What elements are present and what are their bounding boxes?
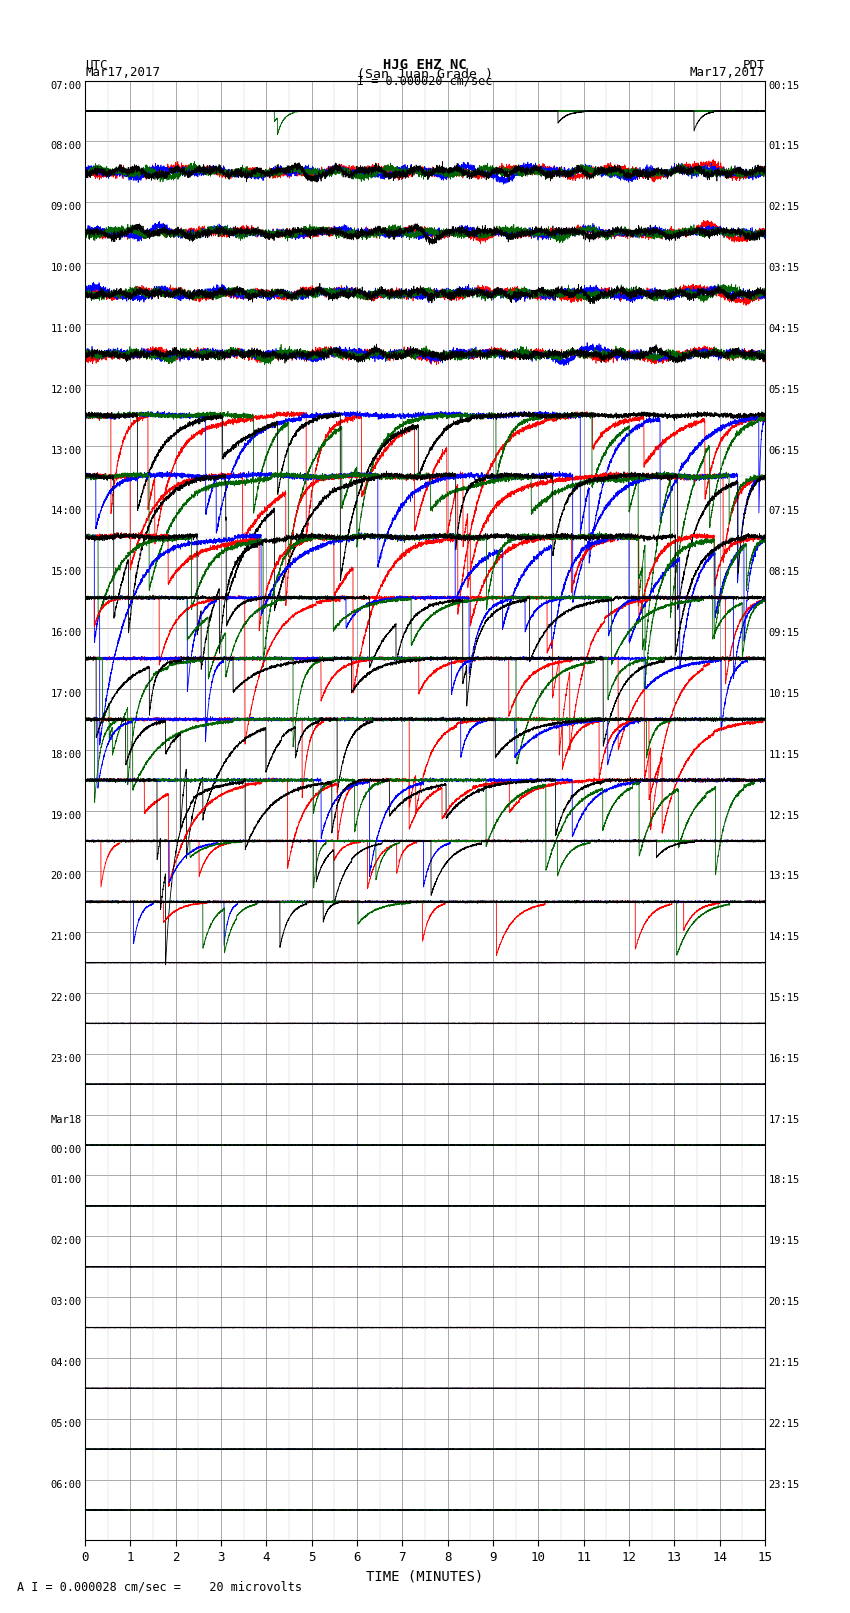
Text: I = 0.000020 cm/sec: I = 0.000020 cm/sec (357, 74, 493, 87)
Text: 01:00: 01:00 (50, 1176, 82, 1186)
Text: 22:00: 22:00 (50, 994, 82, 1003)
Text: 04:15: 04:15 (768, 324, 800, 334)
Text: 02:00: 02:00 (50, 1236, 82, 1247)
Text: 21:00: 21:00 (50, 932, 82, 942)
Text: 16:15: 16:15 (768, 1053, 800, 1065)
Text: 23:15: 23:15 (768, 1479, 800, 1489)
Text: 05:15: 05:15 (768, 386, 800, 395)
Text: Mar18: Mar18 (50, 1115, 82, 1124)
Text: 21:15: 21:15 (768, 1358, 800, 1368)
Text: 02:15: 02:15 (768, 202, 800, 213)
Text: 19:00: 19:00 (50, 810, 82, 821)
Text: 08:15: 08:15 (768, 568, 800, 577)
Text: 00:00: 00:00 (50, 1145, 82, 1155)
Text: 22:15: 22:15 (768, 1419, 800, 1429)
Text: 15:15: 15:15 (768, 994, 800, 1003)
Text: 13:00: 13:00 (50, 445, 82, 455)
Text: 09:15: 09:15 (768, 627, 800, 639)
Text: 11:00: 11:00 (50, 324, 82, 334)
Text: 04:00: 04:00 (50, 1358, 82, 1368)
Text: 13:15: 13:15 (768, 871, 800, 881)
Text: Mar17,2017: Mar17,2017 (85, 66, 160, 79)
Text: 14:00: 14:00 (50, 506, 82, 516)
Text: 15:00: 15:00 (50, 568, 82, 577)
Text: PDT: PDT (743, 58, 765, 71)
Text: Mar17,2017: Mar17,2017 (690, 66, 765, 79)
X-axis label: TIME (MINUTES): TIME (MINUTES) (366, 1569, 484, 1584)
Text: 18:15: 18:15 (768, 1176, 800, 1186)
Text: HJG EHZ NC: HJG EHZ NC (383, 58, 467, 71)
Text: 17:15: 17:15 (768, 1115, 800, 1124)
Text: 14:15: 14:15 (768, 932, 800, 942)
Text: 03:15: 03:15 (768, 263, 800, 273)
Text: (San Juan Grade ): (San Juan Grade ) (357, 68, 493, 81)
Text: 17:00: 17:00 (50, 689, 82, 698)
Text: 10:15: 10:15 (768, 689, 800, 698)
Text: 06:15: 06:15 (768, 445, 800, 455)
Text: 23:00: 23:00 (50, 1053, 82, 1065)
Text: A I = 0.000028 cm/sec =    20 microvolts: A I = 0.000028 cm/sec = 20 microvolts (17, 1581, 302, 1594)
Text: 20:00: 20:00 (50, 871, 82, 881)
Text: 07:15: 07:15 (768, 506, 800, 516)
Text: 00:15: 00:15 (768, 81, 800, 90)
Text: 10:00: 10:00 (50, 263, 82, 273)
Text: 16:00: 16:00 (50, 627, 82, 639)
Text: 08:00: 08:00 (50, 142, 82, 152)
Text: 03:00: 03:00 (50, 1297, 82, 1307)
Text: 09:00: 09:00 (50, 202, 82, 213)
Text: 12:00: 12:00 (50, 386, 82, 395)
Text: 07:00: 07:00 (50, 81, 82, 90)
Text: 20:15: 20:15 (768, 1297, 800, 1307)
Text: UTC: UTC (85, 58, 107, 71)
Text: 05:00: 05:00 (50, 1419, 82, 1429)
Text: 18:00: 18:00 (50, 750, 82, 760)
Text: 11:15: 11:15 (768, 750, 800, 760)
Text: 12:15: 12:15 (768, 810, 800, 821)
Text: 06:00: 06:00 (50, 1479, 82, 1489)
Text: 01:15: 01:15 (768, 142, 800, 152)
Text: 19:15: 19:15 (768, 1236, 800, 1247)
